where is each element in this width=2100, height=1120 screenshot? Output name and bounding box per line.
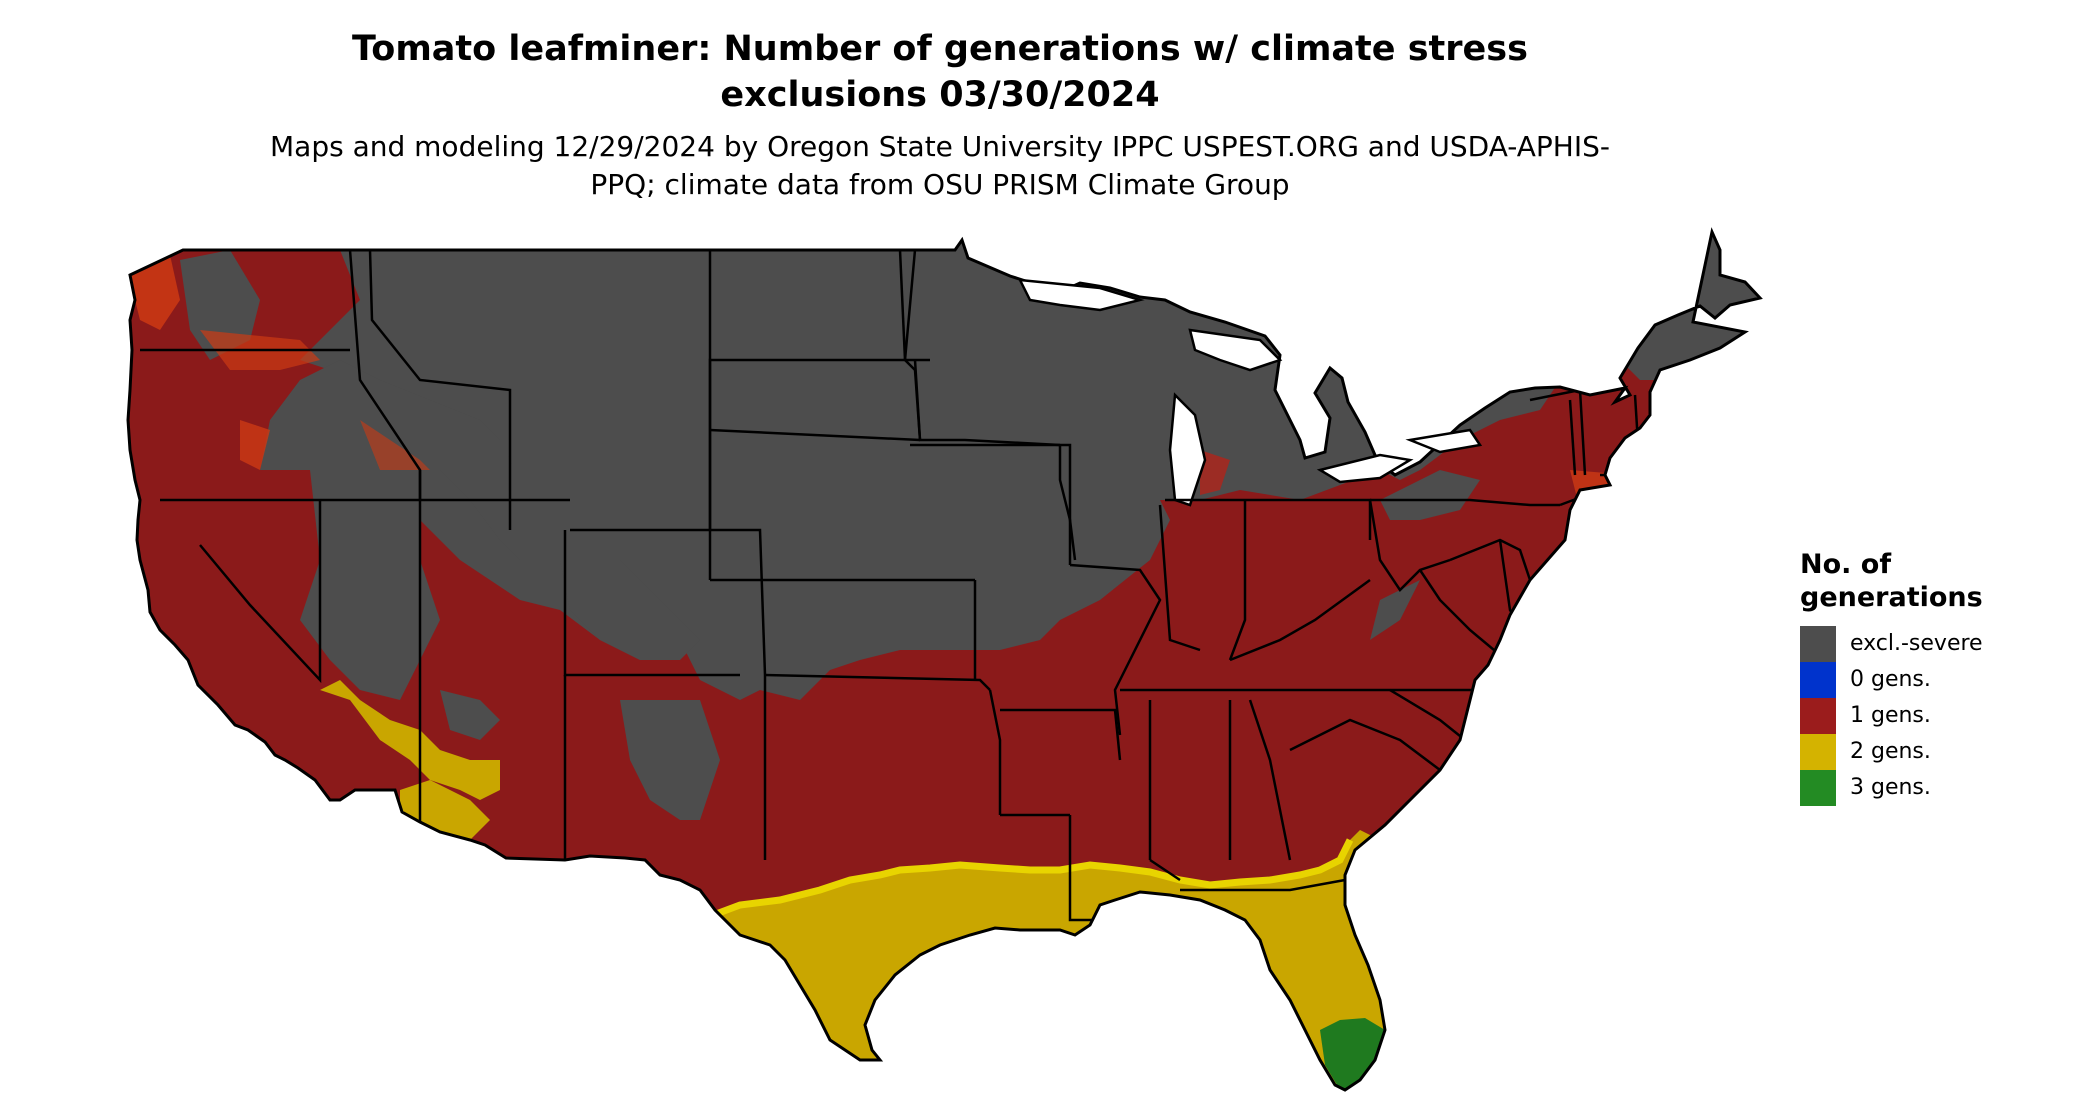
region-excl-pa — [1380, 470, 1480, 520]
legend-label: excl.-severe — [1850, 631, 1983, 656]
legend-swatch-1-gens — [1800, 698, 1836, 734]
legend-label: 3 gens. — [1850, 775, 1931, 800]
legend-swatch-2-gens — [1800, 734, 1836, 770]
legend-item-0-gens: 0 gens. — [1800, 662, 2060, 698]
legend-swatch-0-gens — [1800, 662, 1836, 698]
region-excl-cascade — [300, 380, 360, 460]
legend-label: 0 gens. — [1850, 667, 1931, 692]
great-lakes — [1017, 278, 1483, 507]
region-excl-co — [620, 700, 720, 820]
legend-title: No. of generations — [1800, 549, 1983, 613]
region-excl-appal — [1370, 580, 1420, 640]
legend-swatch-excl-severe — [1800, 626, 1836, 662]
legend-swatch-3-gens — [1800, 770, 1836, 806]
region-excl-nm — [560, 560, 700, 660]
legend-item-3-gens: 3 gens. — [1800, 770, 2060, 806]
region-3gen-fl — [1320, 1018, 1385, 1090]
us-map — [126, 230, 1762, 1092]
legend-label: 2 gens. — [1850, 739, 1931, 764]
region-excl-pnw — [180, 250, 260, 360]
legend-label: 1 gens. — [1850, 703, 1931, 728]
legend: No. of generations excl.-severe 0 gens. … — [1800, 548, 2060, 806]
map-subtitle: Maps and modeling 12/29/2024 by Oregon S… — [270, 130, 1610, 201]
region-0gen-me — [1690, 420, 1720, 438]
region-excl-azhi — [440, 690, 500, 740]
map-title: Tomato leafminer: Number of generations … — [352, 29, 1528, 115]
legend-item-2-gens: 2 gens. — [1800, 734, 2060, 770]
state-borders — [140, 249, 1652, 922]
region-2gen-sw — [320, 680, 500, 800]
legend-item-excl-severe: excl.-severe — [1800, 626, 2060, 662]
legend-item-1-gens: 1 gens. — [1800, 698, 2060, 734]
